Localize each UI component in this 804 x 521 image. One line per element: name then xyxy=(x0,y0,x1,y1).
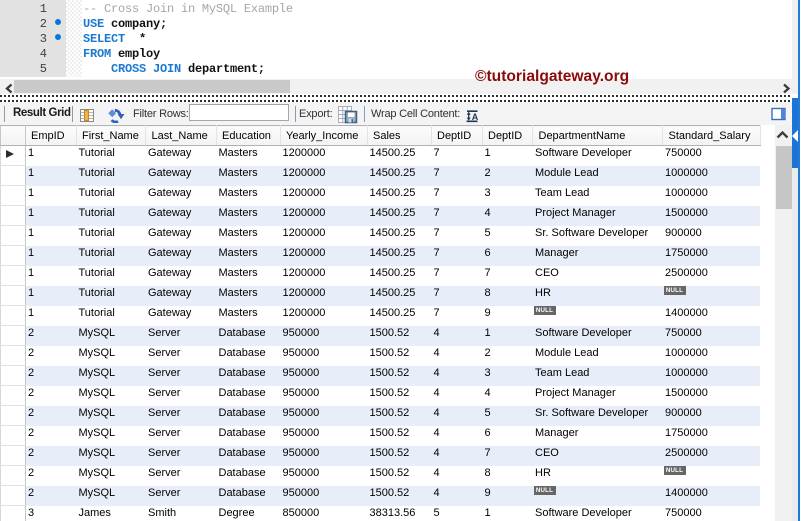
svg-text:A: A xyxy=(472,111,479,121)
